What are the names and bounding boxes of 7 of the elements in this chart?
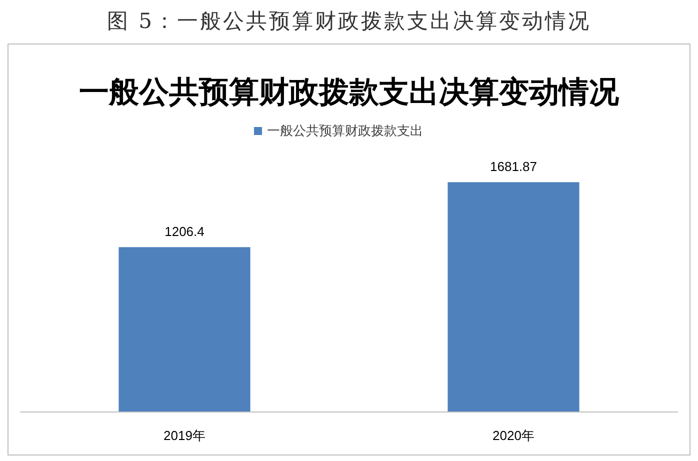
caption: 图 5：一般公共预算财政拨款支出决算变动情况 <box>106 9 592 33</box>
data-label: 1681.87 <box>490 159 537 174</box>
legend-label: 一般公共预算财政拨款支出 <box>267 123 423 138</box>
chart-title: 一般公共预算财政拨款支出决算变动情况 <box>79 75 620 109</box>
x-tick-label: 2020年 <box>492 428 534 443</box>
x-tick-label: 2019年 <box>164 428 206 443</box>
data-label: 1206.4 <box>164 224 204 240</box>
